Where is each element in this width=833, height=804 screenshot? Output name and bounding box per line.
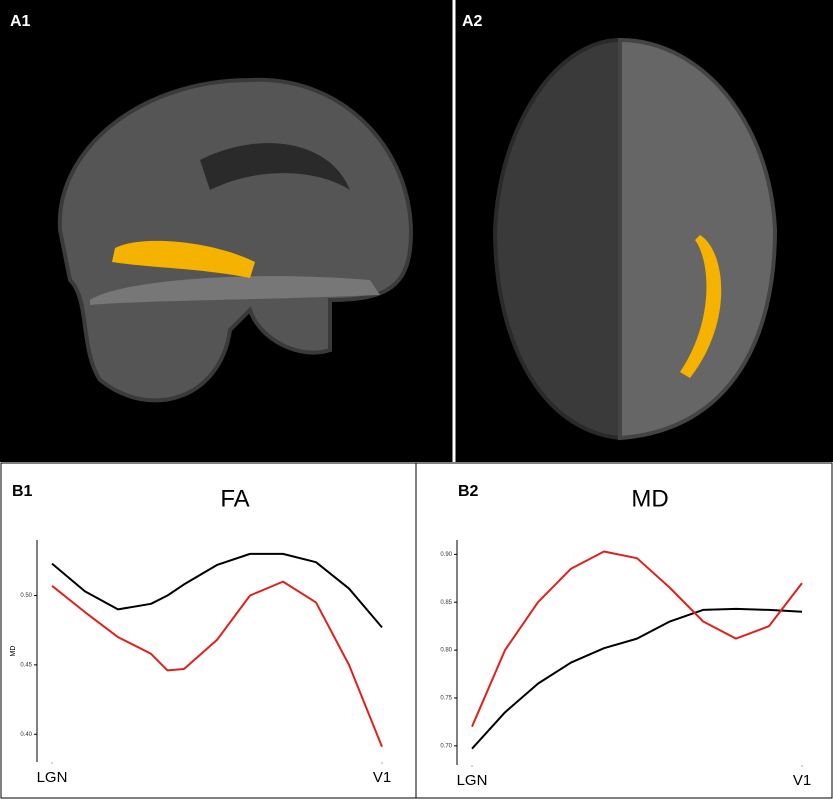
- y-axis-label: MD: [10, 646, 17, 657]
- x-tick-label: V1: [373, 769, 391, 786]
- y-tick-label: 0.70: [440, 743, 452, 749]
- y-tick-label: 0.80: [440, 648, 452, 654]
- panel-label: B1: [12, 483, 33, 500]
- panel-label: B2: [458, 483, 479, 500]
- y-tick-label: 0.40: [20, 732, 32, 738]
- y-tick-label: 0.50: [20, 593, 32, 599]
- line-series: [51, 552, 383, 629]
- line-series: [471, 550, 803, 728]
- chart-title: MD: [631, 485, 668, 512]
- x-tick-label: V1: [793, 772, 811, 789]
- chart-title: FA: [220, 485, 249, 512]
- y-tick-label: 0.90: [440, 552, 452, 558]
- panel-label: A2: [462, 13, 483, 30]
- line-series: [471, 607, 803, 750]
- brain-axial: [492, 37, 778, 441]
- y-tick-label: 0.75: [440, 696, 452, 702]
- y-tick-label: 0.45: [20, 662, 32, 668]
- x-tick-label: LGN: [457, 772, 488, 789]
- x-tick-label: LGN: [37, 769, 68, 786]
- panel-label: A1: [10, 13, 31, 30]
- line-series: [51, 580, 383, 748]
- brain-sagittal: [57, 77, 413, 403]
- y-tick-label: 0.85: [440, 600, 452, 606]
